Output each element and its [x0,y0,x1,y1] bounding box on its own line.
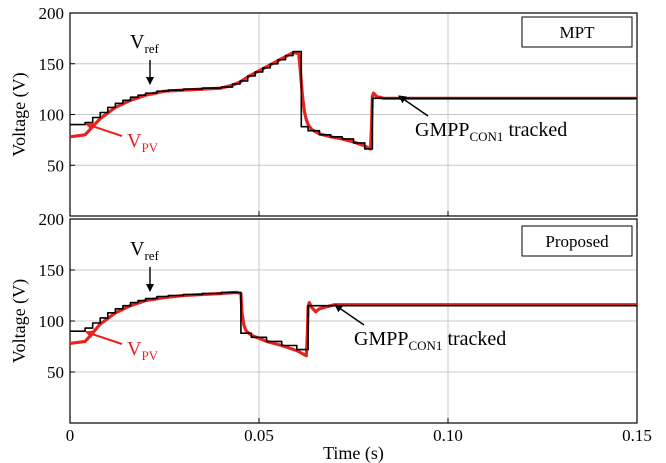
reference-voltage-line [70,50,637,150]
y-tick-label: 150 [39,261,65,280]
legend-label: MPT [560,23,596,42]
y-tick-label: 200 [39,210,65,229]
x-tick-label: 0.10 [433,426,463,445]
reference-voltage-line [70,291,637,351]
annotation-arrow [85,330,123,345]
y-tick-label: 100 [39,312,65,331]
annotation-label: Vref [130,31,160,56]
legend-label: Proposed [545,232,609,251]
y-tick-label: 50 [47,156,64,175]
x-axis-label: Time (s) [323,443,384,463]
y-tick-label: 50 [47,363,64,382]
x-tick-label: 0.05 [244,426,274,445]
x-tick-label: 0.15 [622,426,652,445]
annotation-arrow [85,122,123,137]
annotation-arrow [398,95,429,117]
panel-1: 50 100 150 200 Voltage (V) MPT Vref VPV GMPPCON1… [9,4,638,217]
annotation-label: GMPPCON1 tracked [415,119,567,144]
y-axis-label: Voltage (V) [9,279,30,363]
annotation-label: Vref [130,238,160,263]
legend-box [521,225,633,257]
y-tick-label: 200 [39,4,65,23]
legend-box [521,16,633,48]
annotation-label: VPV [127,130,159,155]
x-tick-label: 0 [66,426,75,445]
y-tick-label: 100 [39,106,65,125]
annotation-label: VPV [127,338,159,363]
y-tick-label: 150 [39,55,65,74]
pv-voltage-line [69,290,637,358]
annotation-label: GMPPCON1 tracked [354,328,506,353]
panel-2: 50 100 150 200 0 0.05 0.10 0.15 Voltage (V) Time … [9,210,652,463]
annotation-arrow [334,304,365,326]
y-axis-label: Voltage (V) [9,72,30,156]
